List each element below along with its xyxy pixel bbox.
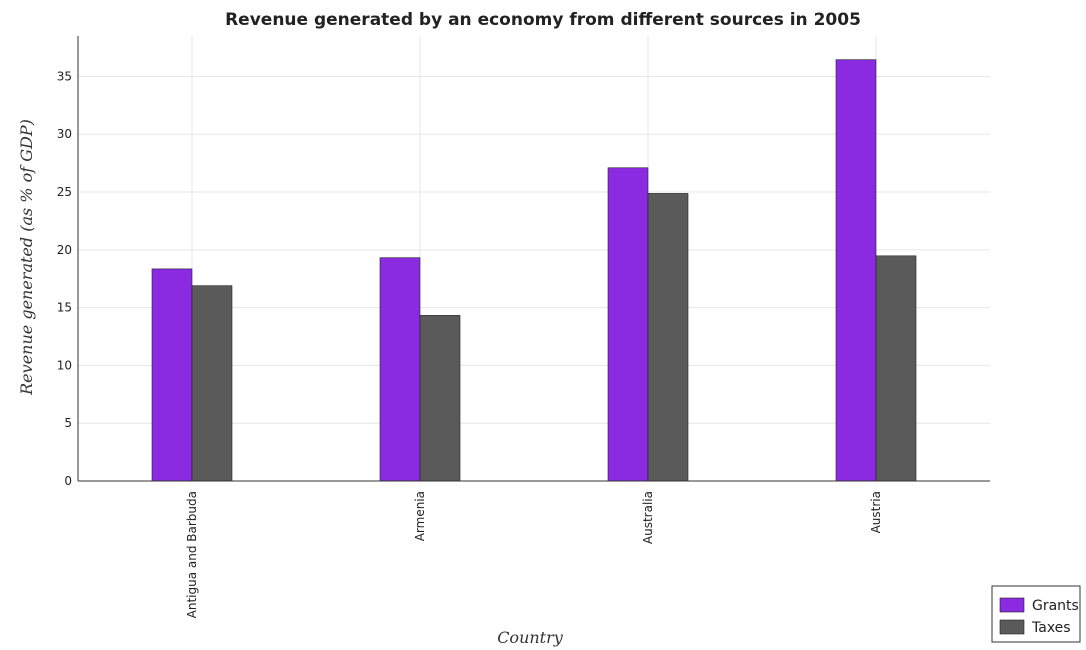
legend: Grants Taxes bbox=[991, 585, 1081, 643]
bar-grants-austria bbox=[835, 59, 877, 482]
y-tick-label: 20 bbox=[57, 243, 72, 257]
axes bbox=[77, 36, 990, 482]
legend-label-grants: Grants bbox=[1032, 598, 1079, 614]
bar-taxes-austria bbox=[875, 255, 917, 482]
y-tick-label: 0 bbox=[64, 474, 72, 488]
x-tick-label: Australia bbox=[641, 491, 655, 544]
bar-grants-armenia bbox=[379, 257, 421, 482]
y-tick-label: 10 bbox=[57, 358, 72, 372]
bar-taxes-australia bbox=[647, 193, 689, 482]
legend-label-taxes: Taxes bbox=[1031, 620, 1071, 636]
y-axis-label: Revenue generated (as % of GDP) bbox=[17, 119, 36, 396]
bars bbox=[151, 59, 917, 482]
legend-swatch-taxes bbox=[999, 619, 1025, 635]
bar-taxes-antigua-and-barbuda bbox=[191, 285, 233, 482]
x-axis-label: Country bbox=[497, 628, 564, 647]
y-tick-label: 5 bbox=[64, 416, 72, 430]
tick-labels: 0 5 10 15 20 25 30 35 Antigua and Barbuda Armenia… bbox=[57, 69, 883, 618]
bar-grants-antigua-and-barbuda bbox=[151, 268, 193, 482]
y-tick-label: 25 bbox=[57, 185, 72, 199]
legend-swatch-grants bbox=[999, 597, 1025, 613]
y-tick-label: 15 bbox=[57, 301, 72, 315]
x-tick-label: Antigua and Barbuda bbox=[185, 491, 199, 618]
y-tick-label: 35 bbox=[57, 69, 72, 83]
x-tick-label: Austria bbox=[869, 491, 883, 533]
x-tick-label: Armenia bbox=[413, 491, 427, 541]
y-tick-label: 30 bbox=[57, 127, 72, 141]
bar-grants-australia bbox=[607, 167, 649, 482]
chart-title: Revenue generated by an economy from dif… bbox=[225, 10, 861, 30]
bar-taxes-armenia bbox=[419, 315, 461, 482]
